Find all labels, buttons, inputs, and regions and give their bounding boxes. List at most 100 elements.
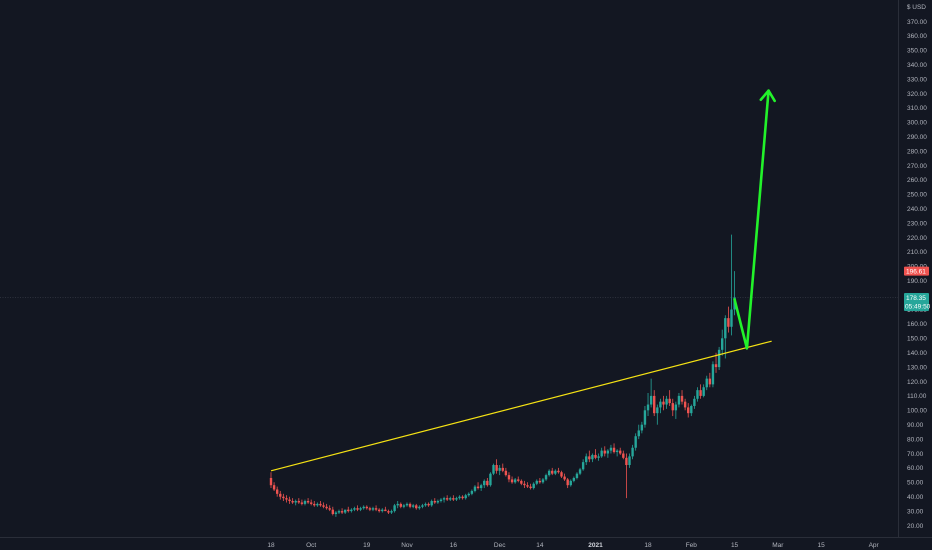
candle-body	[334, 512, 338, 514]
drawings[interactable]	[270, 89, 776, 472]
y-tick-label: 360.00	[907, 33, 927, 40]
candle	[526, 482, 529, 489]
candle-body	[510, 479, 514, 483]
candle	[489, 472, 492, 487]
candle-body	[554, 470, 557, 474]
candle-body	[325, 506, 328, 509]
x-tick-label: 14	[536, 542, 544, 549]
candle	[585, 453, 588, 466]
y-tick-label: 340.00	[907, 62, 927, 69]
candle-body	[442, 498, 446, 500]
candle-body	[702, 387, 705, 396]
candles	[269, 234, 736, 517]
x-tick-label: Mar	[772, 542, 784, 549]
candle-body	[714, 364, 718, 368]
candle	[721, 329, 724, 356]
candle	[696, 387, 699, 402]
candle	[418, 505, 421, 510]
candle	[458, 495, 461, 500]
candle-body	[585, 456, 588, 463]
candle-body	[572, 477, 576, 481]
candle	[405, 502, 409, 507]
candle-body	[730, 309, 733, 327]
candle-body	[279, 493, 282, 497]
candle	[637, 424, 640, 440]
projection-arrow[interactable]	[733, 89, 770, 350]
y-axis[interactable]: 20.00 30.00 40.00 50.00 60.00 70.00 80.00 90.00…	[907, 19, 927, 530]
candle-body	[275, 489, 279, 494]
y-tick-label: 110.00	[907, 393, 927, 400]
candle-body	[634, 436, 637, 448]
candle-body	[436, 501, 440, 503]
candle	[337, 509, 341, 514]
candle	[408, 502, 412, 509]
candle	[507, 472, 511, 483]
x-tick-label: 18	[267, 542, 275, 549]
candle-body	[350, 509, 353, 512]
candle	[449, 496, 452, 502]
candle	[674, 401, 678, 419]
candle	[272, 482, 276, 491]
x-tick-label: Dec	[494, 542, 506, 549]
candle-body	[433, 501, 436, 503]
y-tick-label: 70.00	[907, 451, 924, 458]
candle-body	[637, 430, 640, 437]
candle	[291, 498, 294, 504]
candle-body	[328, 508, 331, 510]
candle	[470, 489, 474, 496]
candle-body	[458, 496, 461, 499]
trendline[interactable]	[270, 340, 772, 472]
candle	[612, 443, 616, 454]
candle	[415, 503, 418, 510]
candle-body	[269, 477, 273, 486]
candle	[504, 467, 508, 477]
candle	[390, 509, 393, 514]
candle-body	[461, 496, 464, 499]
candle	[362, 505, 365, 510]
candle-body	[467, 493, 470, 496]
candle	[377, 508, 381, 513]
y-tick-label: 120.00	[907, 379, 927, 386]
y-tick-label: 260.00	[907, 177, 927, 184]
candle	[551, 467, 554, 476]
candle-body	[520, 480, 523, 484]
candle	[495, 459, 498, 474]
candle-body	[603, 450, 606, 454]
candle-body	[529, 486, 532, 489]
candle-body	[551, 470, 554, 474]
candle	[541, 477, 545, 484]
candle	[622, 450, 625, 460]
candle-body	[371, 508, 375, 510]
x-tick-label: 19	[363, 542, 371, 549]
candle	[492, 463, 495, 476]
candle-body	[411, 505, 415, 507]
candle	[588, 450, 591, 463]
candle-body	[473, 486, 477, 491]
candle	[269, 472, 273, 489]
candle	[594, 449, 597, 460]
projection-arrow-head[interactable]	[759, 89, 776, 103]
candle	[275, 486, 279, 497]
candle-body	[588, 456, 591, 460]
candle	[411, 503, 415, 509]
candle	[359, 506, 362, 512]
candle	[331, 506, 335, 516]
candle-body	[294, 501, 297, 503]
candle	[659, 398, 662, 414]
candle	[606, 449, 610, 458]
high-price-badge	[904, 266, 929, 276]
candle-body	[566, 479, 569, 486]
candle	[677, 393, 681, 408]
candle-body	[347, 509, 350, 512]
candle	[309, 499, 313, 506]
candle-body	[439, 499, 443, 502]
x-axis[interactable]: 18 Oct 19 Nov 16 Dec 14 2021 18 Feb 15 Mar 15 Apr	[267, 542, 879, 549]
candle-body	[526, 485, 529, 487]
x-tick-label: Apr	[869, 542, 880, 549]
candle-body	[309, 502, 313, 504]
candle	[319, 501, 322, 507]
candle-body	[486, 480, 489, 486]
candle-body	[337, 511, 341, 513]
x-tick-label: 2021	[588, 542, 603, 549]
